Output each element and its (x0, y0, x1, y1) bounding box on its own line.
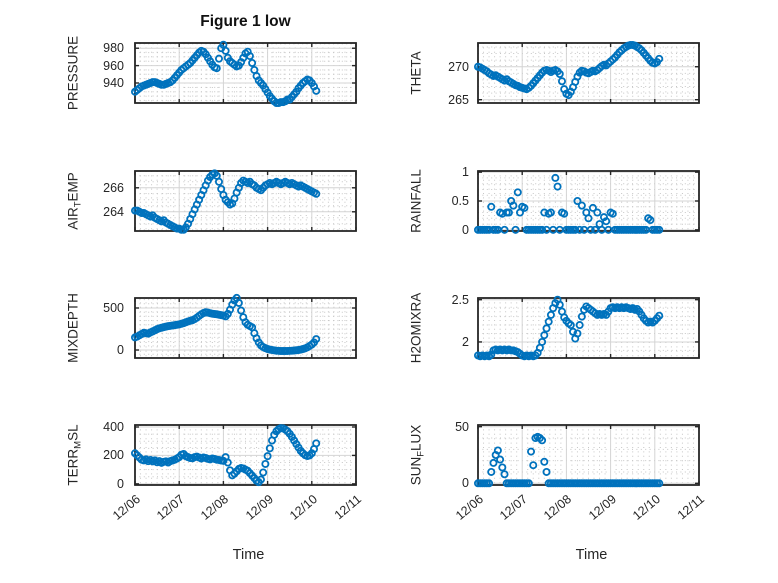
figure-title: Figure 1 low (200, 13, 291, 30)
axes-box (477, 42, 700, 104)
y-axis-label-text: EMP (65, 172, 81, 202)
data-markers (473, 40, 664, 100)
subplot-mixdepth (130, 293, 357, 359)
axes-box (134, 42, 357, 104)
subplot-terr-msl (130, 424, 357, 487)
data-markers (130, 40, 321, 108)
subplot-air-temp (130, 169, 357, 234)
y-axis-label-air-temp: AIRTEMP (65, 172, 84, 230)
y-axis-label-terr-msl: TERRMSL (65, 424, 84, 486)
subplot-theta (473, 40, 700, 104)
y-axis-label-text: MIXDEPTH (65, 293, 81, 363)
y-axis-label-subscript: T (72, 201, 84, 208)
y-tick-label: 265 (448, 92, 469, 107)
major-grid (478, 43, 699, 103)
y-tick-label: 2 (462, 334, 469, 349)
y-axis-label-text: THETA (408, 51, 424, 95)
axes-box (134, 170, 357, 232)
y-tick-label: 0 (462, 476, 469, 491)
subplot-sun-flux (473, 424, 700, 488)
subplot-h2omixra (473, 295, 700, 361)
y-tick-label: 500 (103, 301, 124, 315)
y-tick-label: 940 (103, 76, 124, 90)
data-markers (130, 293, 321, 356)
y-tick-label: 960 (103, 58, 124, 73)
y-axis-label-rainfall: RAINFALL (409, 169, 424, 233)
axes-box (134, 297, 357, 359)
y-tick-label: 266 (103, 180, 124, 195)
y-axis-label-text: SL (65, 424, 81, 441)
major-grid (478, 298, 699, 358)
y-tick-label: 980 (103, 41, 124, 56)
data-markers (473, 295, 664, 361)
y-tick-label: 264 (103, 204, 124, 219)
y-axis-label-subscript: M (72, 440, 84, 449)
data-markers (473, 432, 664, 488)
tick-marks (477, 43, 700, 103)
tick-marks (134, 43, 357, 103)
tick-marks (134, 298, 357, 358)
y-tick-label: 0 (462, 222, 469, 237)
y-axis-label-h2omixra: H2OMIXRA (409, 293, 424, 364)
y-axis-label-text: RAINFALL (408, 169, 424, 233)
y-tick-label: 1 (462, 165, 469, 180)
major-grid (135, 425, 356, 485)
minor-grid (478, 425, 699, 485)
y-axis-label-theta: THETA (409, 51, 424, 94)
y-tick-label: 270 (448, 59, 469, 74)
y-axis-label-mixdepth: MIXDEPTH (66, 293, 81, 363)
y-axis-label-text: PRESSURE (65, 35, 81, 111)
x-axis-label-left: Time (232, 547, 265, 563)
subplot-pressure (130, 40, 357, 108)
y-axis-label-pressure: PRESSURE (66, 36, 81, 110)
y-axis-label-sun-flux: SUNFLUX (408, 424, 427, 486)
y-tick-label: 0.5 (451, 194, 469, 208)
y-tick-label: 200 (103, 448, 124, 463)
data-markers (130, 169, 321, 234)
data-markers (473, 173, 664, 234)
y-tick-label: 400 (103, 419, 124, 434)
y-axis-label-text: LUX (408, 424, 424, 451)
y-axis-label-text: TERR (65, 448, 81, 486)
tick-marks (134, 425, 357, 485)
y-tick-label: 2.5 (451, 292, 469, 307)
y-axis-label-text: SUN (408, 456, 424, 486)
x-axis-label-right: Time (575, 547, 608, 563)
y-tick-label: 0 (117, 343, 124, 358)
y-tick-label: 50 (455, 419, 469, 434)
subplot-rainfall (473, 170, 700, 234)
y-axis-label-text: AIR (65, 207, 81, 230)
y-axis-label-subscript: F (415, 450, 427, 457)
y-tick-label: 0 (117, 476, 124, 491)
y-axis-label-text: H2OMIXRA (408, 292, 424, 364)
data-markers (130, 424, 321, 487)
axes-box (477, 297, 700, 359)
